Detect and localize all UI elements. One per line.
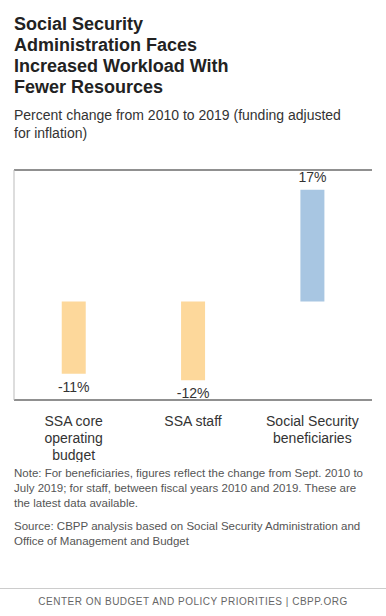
svg-text:Social Security: Social Security bbox=[266, 413, 359, 429]
svg-text:SSA staff: SSA staff bbox=[164, 413, 221, 429]
svg-text:-12%: -12% bbox=[177, 385, 210, 401]
svg-text:budget: budget bbox=[52, 447, 95, 462]
svg-text:SSA core: SSA core bbox=[44, 413, 103, 429]
svg-text:17%: 17% bbox=[298, 169, 326, 185]
svg-text:beneficiaries: beneficiaries bbox=[273, 430, 352, 446]
svg-text:operating: operating bbox=[44, 430, 102, 446]
html-text:CENTER ON BUDGET AND POLICY PR: CENTER ON BUDGET AND POLICY PRIORITIES |… bbox=[38, 596, 348, 607]
html-text:Source: CBPP analysis based on: Source: CBPP analysis based on Social Se… bbox=[14, 520, 361, 547]
html-text:Note: For beneficiaries, figur: Note: For beneficiaries, figures reflect… bbox=[14, 467, 363, 509]
svg-text:-11%: -11% bbox=[58, 379, 90, 395]
html-text:Percent change from 2010 to 20: Percent change from 2010 to 2019 (fundin… bbox=[14, 107, 341, 141]
html-text:Social Security Administration: Social Security Administration Faces Inc… bbox=[14, 14, 229, 97]
